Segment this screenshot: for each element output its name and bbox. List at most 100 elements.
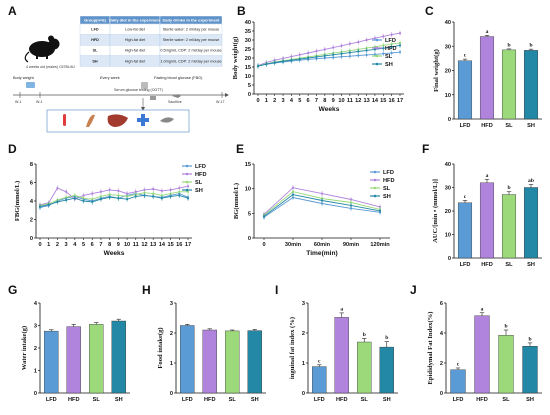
y-axis-label: inguinal fat index (%) bbox=[289, 317, 296, 379]
y-tick-label: 1 bbox=[302, 361, 305, 367]
data-point-hfd bbox=[373, 37, 377, 40]
data-point-hfd bbox=[169, 188, 172, 191]
bar-sh bbox=[523, 187, 539, 259]
bar-sl bbox=[357, 341, 372, 394]
bar-hfd bbox=[479, 182, 495, 259]
y-tick-label: 20 bbox=[445, 69, 451, 75]
x-tick-label: 120min bbox=[370, 242, 390, 248]
data-point-sh bbox=[256, 65, 260, 68]
x-tick-label: LFD bbox=[460, 262, 471, 268]
legend-marker bbox=[375, 54, 379, 58]
data-point-sh bbox=[152, 195, 155, 198]
data-point-sl bbox=[291, 190, 295, 193]
legend-marker bbox=[185, 188, 189, 192]
legend-label-hfd: HFD bbox=[195, 172, 207, 178]
panel-label-a: A bbox=[8, 4, 17, 18]
legend-label-sh: SH bbox=[195, 188, 203, 194]
table-cell-text: 0.5mg/mL CDP: 2 ml/day per mouse bbox=[160, 49, 221, 53]
chart-e-ogtt: 0 5 10 15 BG(mmol/L) 0 30min 60min 90min 120min Ti… bbox=[233, 162, 395, 257]
timeline: Body weight Every week Fasting blood glu… bbox=[13, 76, 229, 111]
x-tick-label: 7 bbox=[99, 242, 102, 248]
bar-sl bbox=[89, 324, 104, 394]
table-cell-text: LFD bbox=[91, 28, 99, 32]
data-point-hfd bbox=[290, 55, 293, 58]
data-point-sh bbox=[365, 49, 368, 52]
chart-h-food-intake: 0 1 2 3 Food intake(g) LFD HFD SL SH bbox=[157, 301, 266, 403]
data-point-sh bbox=[349, 204, 353, 207]
legend-label-sh: SH bbox=[383, 194, 391, 200]
data-point-sh bbox=[262, 215, 266, 218]
significance-letter: b bbox=[528, 336, 531, 342]
data-point-lfd bbox=[340, 55, 343, 58]
panel-label-c: C bbox=[425, 4, 434, 18]
data-point-sh bbox=[169, 195, 172, 198]
data-point-hfd bbox=[307, 51, 310, 55]
y-tick-label: 2 bbox=[170, 331, 173, 337]
data-point-sh bbox=[65, 198, 68, 202]
data-point-sl bbox=[169, 192, 172, 195]
legend-label-hfd: HFD bbox=[383, 178, 395, 184]
x-tick-label: 16 bbox=[176, 242, 182, 248]
y-tick-label: 3 bbox=[302, 301, 305, 307]
y-axis-label: Water intake(g) bbox=[21, 326, 28, 370]
tissue-box-frame bbox=[46, 109, 190, 133]
legend-marker bbox=[375, 62, 379, 66]
data-point-lfd bbox=[348, 55, 351, 58]
significance-letter: c bbox=[318, 358, 321, 364]
data-point-sh bbox=[82, 199, 85, 203]
data-point-sh bbox=[56, 200, 59, 204]
timeline-arrowhead bbox=[225, 93, 229, 97]
data-point-hfd bbox=[108, 188, 111, 191]
table-cell-text: Low-fat diet bbox=[125, 28, 146, 32]
y-tick-label: 4 bbox=[440, 331, 444, 337]
y-tick-label: 6 bbox=[30, 181, 33, 187]
x-tick-label: 17 bbox=[397, 98, 403, 104]
intestine-icon bbox=[86, 114, 95, 127]
x-tick-label: 14 bbox=[159, 242, 166, 248]
bar-sl bbox=[501, 194, 517, 259]
x-axis-label: Time(min) bbox=[306, 250, 337, 257]
data-point-sl bbox=[99, 195, 103, 198]
data-point-hfd bbox=[315, 50, 318, 53]
legend-label-hfd: HFD bbox=[385, 46, 397, 52]
x-tick-label: LFD bbox=[182, 397, 193, 403]
data-point-sh bbox=[378, 209, 382, 212]
y-tick-label: 10 bbox=[245, 74, 251, 80]
significance-letter: b bbox=[507, 185, 510, 191]
bar-sl bbox=[501, 49, 517, 120]
data-point-lfd bbox=[382, 52, 385, 55]
table-header-text: Daily diet in the experiment bbox=[109, 18, 162, 23]
x-tick-label: 4 bbox=[290, 98, 294, 104]
series-line-sl bbox=[39, 191, 188, 207]
panel-label-b: B bbox=[237, 4, 246, 18]
panel-label-g: G bbox=[8, 283, 17, 297]
legend-label-lfd: LFD bbox=[383, 170, 394, 176]
mouse-sacrifice-icon bbox=[172, 94, 181, 98]
data-point-hfd bbox=[340, 44, 343, 47]
y-axis-label: Food intake(g) bbox=[157, 327, 164, 368]
y-tick-label: 0 bbox=[448, 117, 451, 123]
data-point-sh bbox=[265, 63, 268, 66]
table-cell-text: SH bbox=[92, 59, 98, 63]
panel-label-e: E bbox=[236, 142, 244, 156]
y-tick-label: 4 bbox=[34, 301, 38, 307]
y-tick-label: 10 bbox=[445, 233, 451, 239]
series-line-sh bbox=[257, 44, 401, 67]
x-tick-label: SL bbox=[502, 397, 510, 403]
bar-sh bbox=[379, 346, 394, 394]
data-point-hfd bbox=[91, 192, 94, 195]
data-point-sl bbox=[382, 44, 385, 47]
data-point-sl bbox=[82, 197, 85, 200]
x-tick-label: 60min bbox=[314, 242, 331, 248]
y-tick-label: 15 bbox=[245, 162, 251, 168]
data-point-lfd bbox=[291, 196, 295, 199]
legend-marker bbox=[185, 172, 189, 176]
data-point-hfd bbox=[82, 194, 85, 197]
legend-marker bbox=[185, 180, 189, 184]
x-tick-label: SL bbox=[229, 397, 237, 403]
bar-lfd bbox=[180, 325, 195, 394]
panel-label-h: H bbox=[142, 283, 151, 297]
significance-letter: a bbox=[486, 29, 489, 35]
